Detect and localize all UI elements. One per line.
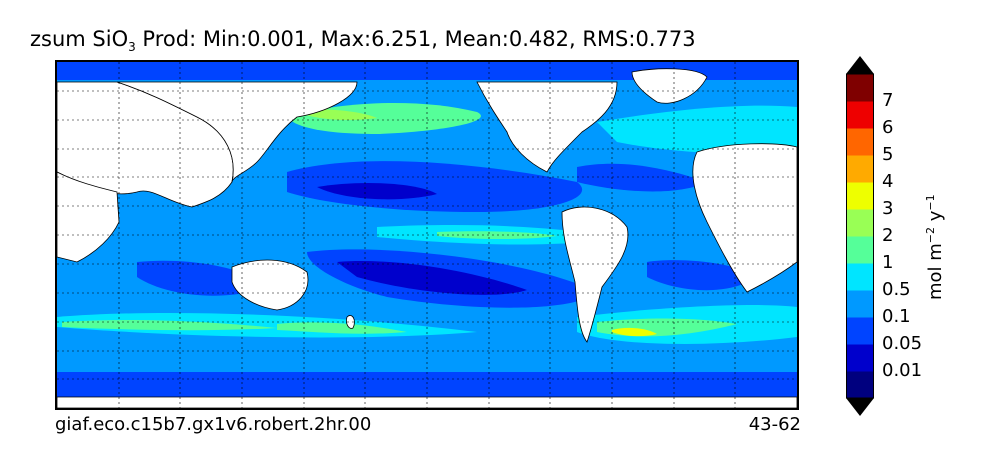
- colorbar-bin: [846, 236, 874, 264]
- colorbar-bin: [846, 128, 874, 156]
- southern-ocean-productive-west: [62, 319, 277, 331]
- land-australia: [231, 259, 309, 311]
- colorbar-tick-label: 0.5: [882, 279, 911, 300]
- land-africa: [692, 143, 797, 293]
- colorbar-bin: [846, 263, 874, 291]
- units-exp2: −1: [924, 194, 937, 211]
- colorbar-bin: [846, 182, 874, 210]
- southern-ocean-productive-mid: [277, 322, 407, 334]
- colorbar-tick-label: 5: [882, 144, 894, 165]
- south-atlantic-gyre: [647, 260, 757, 291]
- colorbar-tick-label: 2: [882, 225, 894, 246]
- arctic-ocean: [57, 62, 797, 80]
- world-map: [57, 62, 797, 408]
- run-id-label: giaf.eco.c15b7.gx1v6.robert.2hr.00: [55, 414, 372, 435]
- colorbar-tick-label: 0.1: [882, 306, 911, 327]
- units-mid: y: [925, 210, 946, 227]
- colorbar-tick-label: 1: [882, 252, 894, 273]
- units-main: mol m: [925, 243, 946, 300]
- colorbar-tick-label: 0.05: [882, 333, 923, 354]
- colorbar-bin: [846, 290, 874, 318]
- land-south-america: [561, 206, 629, 343]
- land-north-america: [476, 81, 618, 173]
- colorbar-bin: [846, 317, 874, 345]
- colorbar-tick-label: 0.01: [882, 360, 923, 381]
- colorbar-border: [846, 73, 874, 399]
- north-pacific-gyre-core: [317, 182, 437, 200]
- title-variable: zsum SiO: [30, 27, 129, 51]
- colorbar-bin: [846, 74, 874, 102]
- colorbar-bin: [846, 155, 874, 183]
- land-new-zealand: [346, 315, 355, 329]
- colorbar-tick-label: 7: [882, 90, 894, 111]
- colorbar-bin: [846, 344, 874, 372]
- colorbar-extend-max: [846, 56, 874, 74]
- patagonian-shelf-max: [612, 327, 657, 337]
- north-atlantic-subpolar: [597, 105, 797, 154]
- units-exp1: −2: [924, 226, 937, 244]
- graticule: [57, 62, 797, 408]
- south-pacific-gyre-core: [337, 261, 527, 295]
- colorbar: [846, 56, 874, 416]
- plot-title: zsum SiO3 Prod: Min:0.001, Max:6.251, Me…: [30, 27, 696, 54]
- map-panel: [55, 60, 799, 410]
- colorbar-tick-label: 3: [882, 198, 894, 219]
- land-asia: [116, 81, 358, 183]
- land-greenland: [631, 68, 708, 104]
- colorbar-tick-label: 6: [882, 117, 894, 138]
- colorbar-bin: [846, 371, 874, 399]
- colorbar-bin: [846, 209, 874, 237]
- title-stats: Prod: Min:0.001, Max:6.251, Mean:0.482, …: [135, 27, 696, 51]
- colorbar-tick-label: 4: [882, 171, 894, 192]
- years-label: 43-62: [748, 414, 801, 435]
- title-subscript: 3: [128, 40, 136, 55]
- units-label: mol m−2 y−1: [924, 194, 946, 300]
- north-atlantic-gyre: [577, 163, 707, 192]
- north-pacific-gyre: [287, 161, 583, 212]
- colorbar-extend-min: [846, 398, 874, 416]
- colorbar-bin: [846, 101, 874, 129]
